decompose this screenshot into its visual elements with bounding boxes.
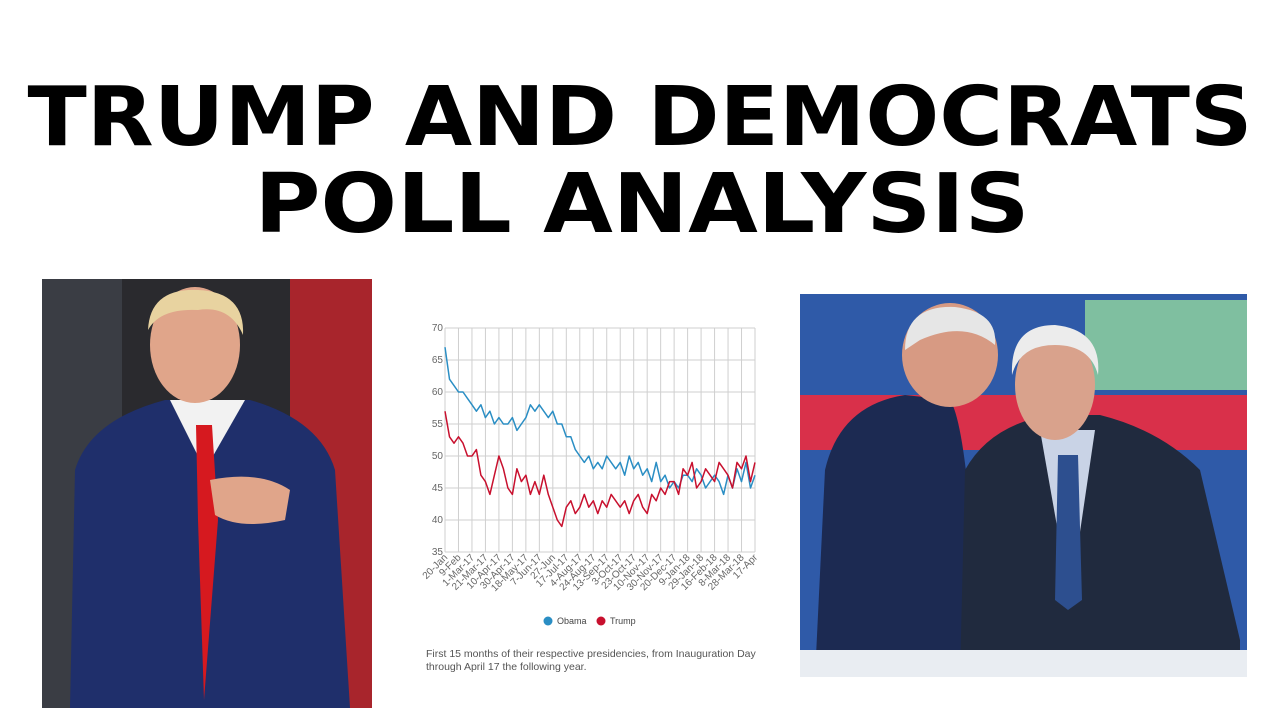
y-tick-label: 35: [432, 547, 444, 558]
y-tick-label: 45: [432, 483, 444, 494]
photo-right: [800, 294, 1247, 677]
title-line: TRUMP AND DEMOCRATS: [28, 70, 1253, 165]
legend-label: Obama: [557, 616, 587, 626]
title-line: POLL ANALYSIS: [255, 157, 1030, 252]
y-tick-label: 40: [432, 515, 444, 526]
legend-swatch: [596, 616, 606, 626]
y-tick-label: 65: [432, 355, 444, 366]
y-tick-label: 50: [432, 451, 444, 462]
legend-swatch: [543, 616, 553, 626]
y-tick-label: 55: [432, 419, 444, 430]
line-series: [444, 347, 756, 496]
legend-label: Trump: [610, 616, 636, 626]
chart-caption: First 15 months of their respective pres…: [426, 648, 756, 673]
y-tick-label: 70: [432, 323, 444, 334]
y-tick-label: 60: [432, 387, 444, 398]
line-series: [444, 411, 756, 528]
photo-left: [42, 279, 372, 708]
